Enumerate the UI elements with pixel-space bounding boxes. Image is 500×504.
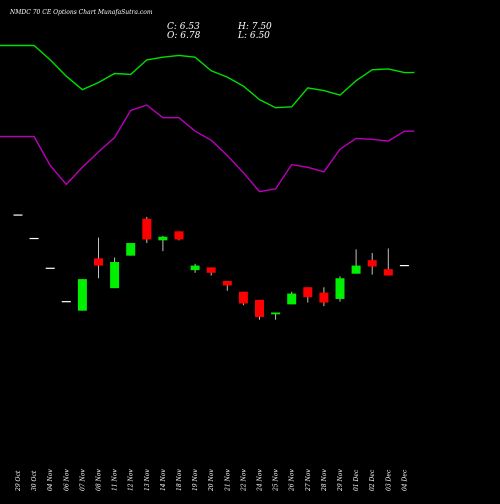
x-tick-label: 06 Nov bbox=[63, 469, 70, 491]
candle-down bbox=[142, 218, 152, 240]
x-tick-label: 29 Oct bbox=[15, 470, 22, 492]
x-tick-label: 27 Nov bbox=[305, 469, 312, 492]
candle-down bbox=[383, 269, 393, 276]
upper-line-series bbox=[0, 44, 415, 109]
candle-down bbox=[238, 291, 248, 304]
x-tick-label: 30 Oct bbox=[31, 470, 38, 491]
close-value-label: C: 6.53 bbox=[167, 22, 200, 32]
x-tick-label: 07 Nov bbox=[79, 469, 86, 491]
candle-down bbox=[174, 231, 184, 240]
x-tick-label: 14 Nov bbox=[160, 469, 167, 491]
candle-down bbox=[94, 258, 103, 266]
candle-down bbox=[303, 287, 313, 298]
candle-down bbox=[255, 299, 264, 318]
x-tick-label: 20 Nov bbox=[208, 469, 215, 492]
high-value-label: H: 7.50 bbox=[238, 22, 272, 32]
x-tick-label: 29 Nov bbox=[337, 469, 344, 492]
candle-up bbox=[287, 293, 297, 305]
candle-up bbox=[335, 278, 345, 299]
x-tick-label: 03 Dec bbox=[385, 469, 392, 491]
candle-up bbox=[351, 265, 361, 274]
x-tick-label: 22 Nov bbox=[240, 469, 247, 492]
x-tick-label: 11 Nov bbox=[112, 469, 119, 491]
x-tick-label: 24 Nov bbox=[257, 469, 264, 492]
x-tick-label: 04 Dec bbox=[401, 469, 408, 491]
open-value-label: O: 6.78 bbox=[167, 31, 201, 41]
x-tick-label: 01 Dec bbox=[353, 469, 360, 491]
candle-up bbox=[110, 261, 120, 289]
candle-up bbox=[158, 236, 168, 241]
x-tick-label: 04 Nov bbox=[47, 469, 54, 491]
candle-up bbox=[77, 279, 87, 311]
candle-up bbox=[190, 265, 200, 271]
candle-up bbox=[271, 312, 281, 315]
x-tick-label: 25 Nov bbox=[273, 469, 280, 492]
candle-down bbox=[319, 292, 329, 303]
x-tick-label: 12 Nov bbox=[128, 469, 135, 491]
candle-down bbox=[222, 280, 232, 286]
x-tick-label: 02 Dec bbox=[369, 469, 376, 491]
low-value-label: L: 6.50 bbox=[238, 31, 270, 41]
x-tick-label: 28 Nov bbox=[321, 469, 328, 492]
candle-down bbox=[367, 260, 377, 267]
lower-line-series bbox=[0, 104, 415, 193]
x-tick-label: 26 Nov bbox=[289, 469, 296, 492]
x-tick-label: 13 Nov bbox=[144, 469, 151, 491]
x-tick-label: 18 Nov bbox=[176, 469, 183, 491]
chart-title: NMDC 70 CE Options Chart MunafaSutra.com bbox=[10, 9, 153, 16]
x-tick-label: 08 Nov bbox=[96, 469, 103, 491]
candle-down bbox=[206, 267, 216, 273]
x-tick-label: 21 Nov bbox=[224, 469, 231, 492]
x-tick-label: 19 Nov bbox=[192, 469, 199, 491]
candle-up bbox=[126, 243, 136, 256]
